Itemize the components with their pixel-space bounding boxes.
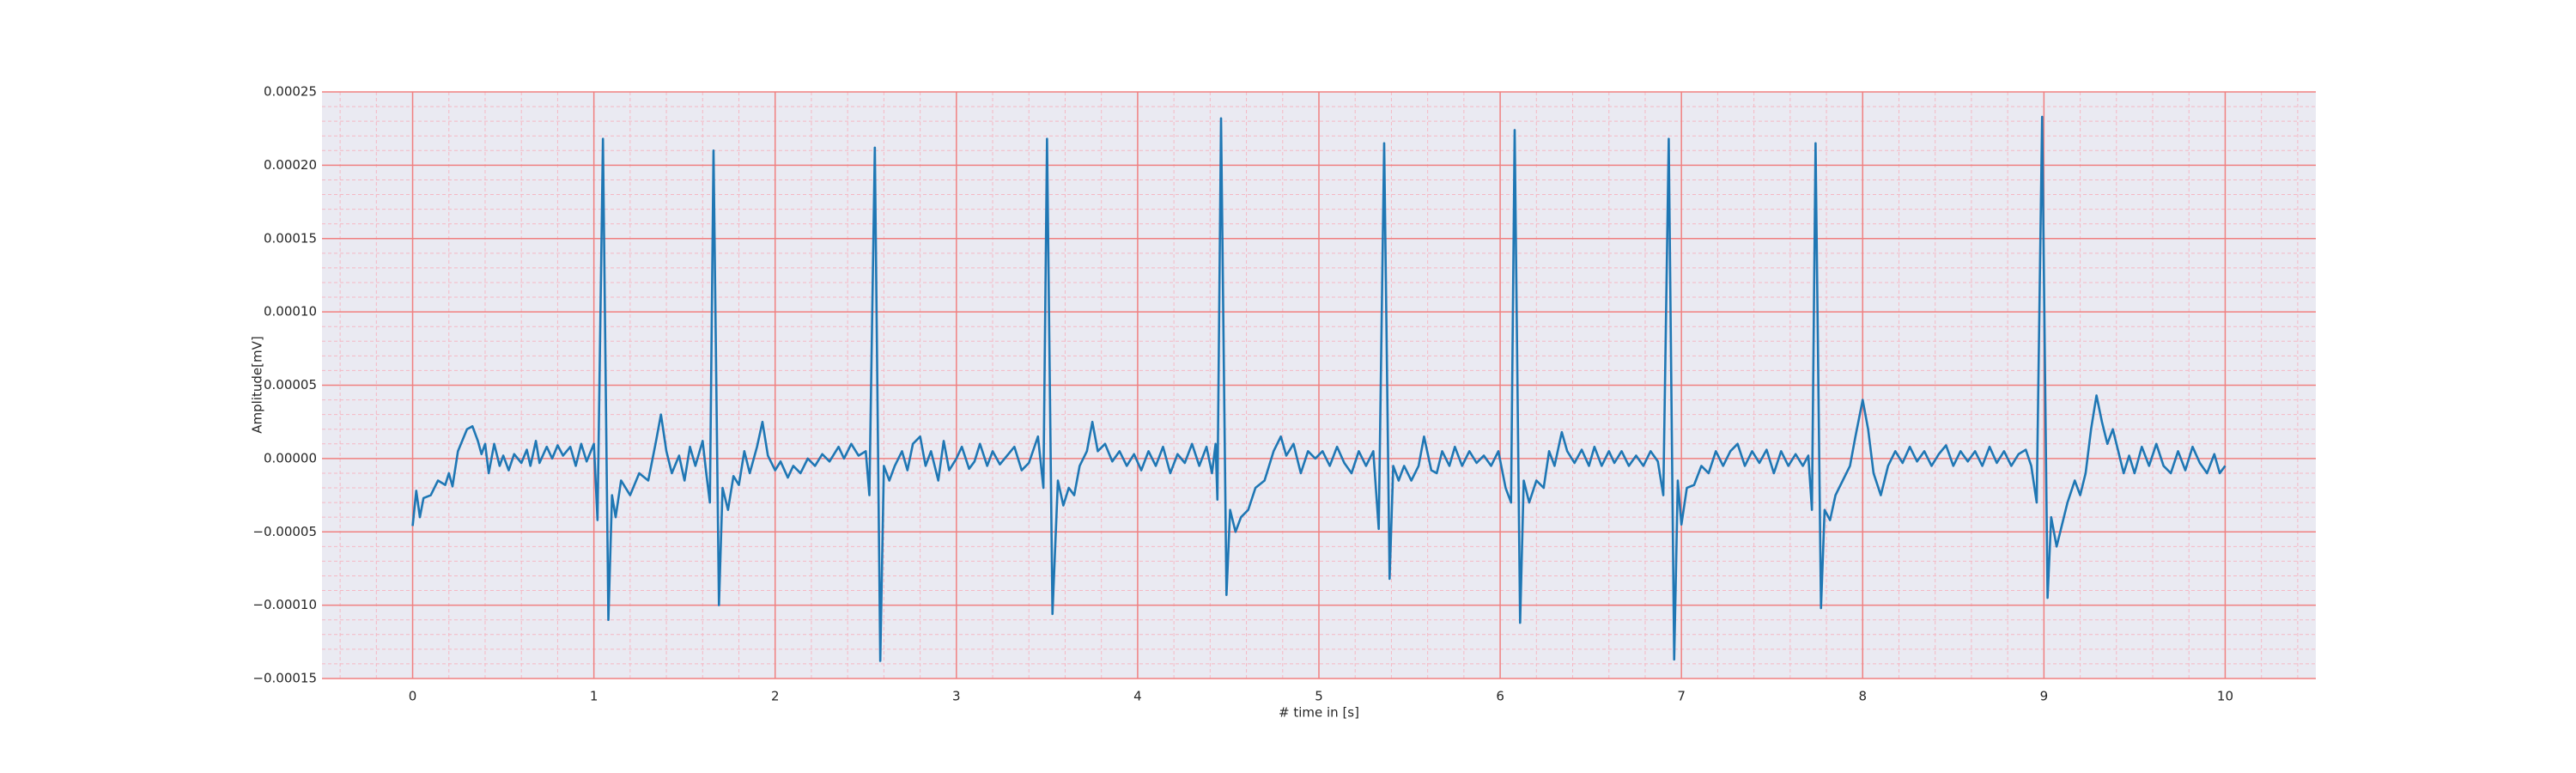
- tick-labels: 0 1 2 3 4 5 6 7 8 9 10 0.00025 0.00020 0.00015 0.00010…: [252, 84, 2233, 704]
- x-tick-label: 0: [409, 689, 417, 704]
- major-grid: [322, 91, 2316, 679]
- x-tick-label: 10: [2217, 689, 2233, 704]
- y-axis-label: Amplitude[mV]: [250, 336, 265, 433]
- x-axis-label: # time in [s]: [1279, 705, 1359, 721]
- x-tick-label: 3: [952, 689, 961, 704]
- x-tick-label: 8: [1858, 689, 1867, 704]
- x-tick-label: 1: [590, 689, 598, 704]
- y-tick-label: 0.00020: [264, 157, 317, 173]
- y-tick-label: −0.00010: [252, 597, 317, 612]
- y-tick-label: −0.00015: [252, 671, 317, 686]
- x-tick-label: 6: [1496, 689, 1504, 704]
- x-tick-label: 9: [2040, 689, 2049, 704]
- x-tick-label: 5: [1315, 689, 1323, 704]
- y-tick-label: 0.00010: [264, 304, 317, 320]
- minor-grid: [322, 92, 2316, 679]
- y-tick-label: 0.00025: [264, 84, 317, 100]
- x-tick-label: 2: [771, 689, 780, 704]
- x-tick-label: 4: [1133, 689, 1142, 704]
- signal-line: [411, 115, 2227, 662]
- y-tick-label: −0.00005: [252, 524, 317, 539]
- x-tick-label: 7: [1677, 689, 1686, 704]
- y-tick-label: 0.00005: [264, 377, 317, 393]
- plot-lines: [411, 115, 2227, 662]
- y-tick-label: 0.00000: [264, 450, 317, 466]
- y-tick-label: 0.00015: [264, 230, 317, 246]
